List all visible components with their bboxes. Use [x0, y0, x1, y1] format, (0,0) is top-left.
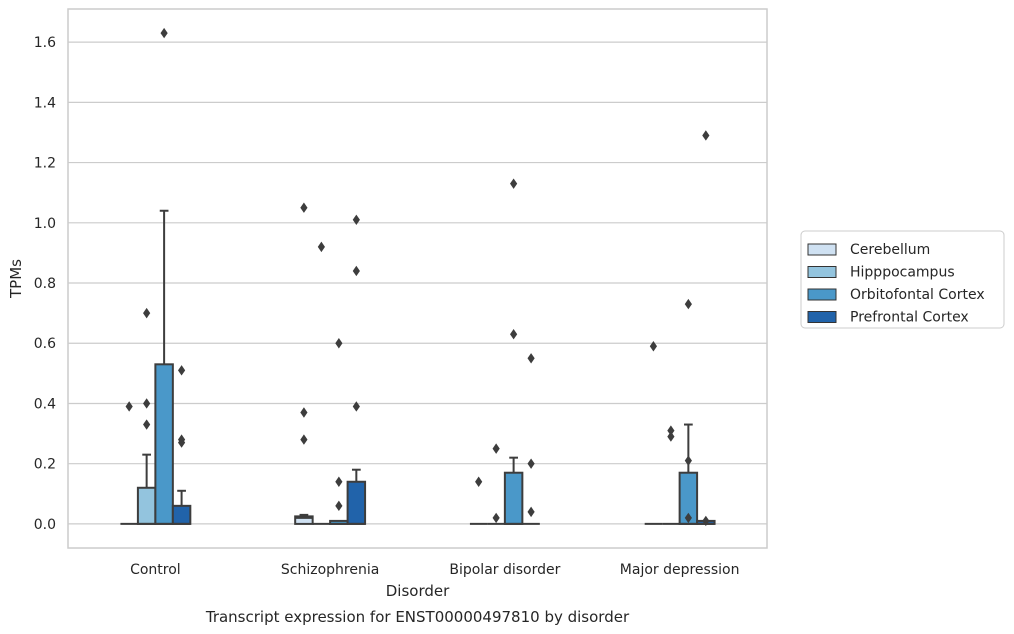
legend-swatch	[807, 311, 837, 323]
legend-frame	[800, 230, 1005, 329]
outlier-point	[143, 307, 151, 319]
legend-item: Orbitofontal Cortex	[807, 287, 985, 303]
box-hipppocampus-2	[487, 443, 505, 525]
box-prefrontal-cortex-3	[696, 130, 716, 527]
y-tick-label: 0.6	[34, 336, 56, 352]
outlier-point	[702, 130, 710, 141]
box-rect	[171, 504, 192, 525]
outlier-point	[352, 401, 360, 412]
legend-item: Prefrontal Cortex	[807, 310, 969, 326]
outlier-point	[143, 398, 151, 409]
box-orbitofontal-cortex-0	[154, 27, 174, 525]
outlier-point	[684, 512, 692, 524]
legend-item: Hipppocampus	[807, 265, 955, 281]
outlier-point	[125, 401, 133, 412]
outlier-point	[702, 515, 710, 527]
outlier-point	[475, 476, 483, 487]
box-rect	[154, 363, 174, 525]
y-tick-labels: 0.0 0.2 0.4 0.6 0.8 1.0 1.2 1.4 1.6	[34, 35, 56, 533]
outlier-point	[492, 512, 500, 524]
y-tick-label: 1.4	[34, 95, 56, 111]
outlier-point	[335, 476, 343, 487]
box-hipppocampus-0	[136, 307, 157, 525]
outlier-point	[352, 214, 360, 225]
box-hipppocampus-1	[312, 241, 331, 525]
outlier-point	[177, 365, 186, 376]
box-orbitofontal-cortex-2	[503, 178, 524, 525]
outlier-point	[527, 353, 535, 364]
outlier-point	[352, 265, 360, 277]
legend-swatch	[807, 266, 837, 278]
box-orbitofontal-cortex-1	[329, 338, 349, 525]
x-tick-label: Control	[130, 562, 181, 578]
chart-caption: Transcript expression for ENST0000049781…	[205, 608, 630, 626]
box-prefrontal-cortex-2	[522, 353, 540, 525]
outlier-point	[300, 407, 308, 418]
outlier-point	[667, 425, 675, 436]
box-prefrontal-cortex-0	[171, 365, 192, 525]
outlier-point	[684, 298, 692, 310]
outlier-point	[649, 341, 658, 352]
box-orbitofontal-cortex-3	[678, 298, 699, 525]
legend-swatch	[807, 243, 837, 256]
legend-label: Cerebellum	[850, 242, 930, 258]
box-hipppocampus-3	[662, 425, 680, 525]
y-tick-label: 0.8	[34, 276, 56, 292]
y-axis-label: TPMs	[7, 259, 25, 299]
box-rect	[294, 515, 314, 525]
y-tick-label: 1.2	[34, 156, 56, 172]
plot-frame	[67, 8, 768, 549]
outlier-point	[527, 458, 535, 469]
box-cerebellum-3	[644, 341, 663, 525]
outlier-point	[492, 443, 500, 454]
box-rect	[503, 471, 524, 525]
grid-lines	[68, 41, 767, 525]
x-axis-label: Disorder	[386, 582, 450, 600]
legend-item: Cerebellum	[807, 242, 930, 258]
outlier-point	[527, 506, 535, 518]
legend-label: Orbitofontal Cortex	[850, 287, 985, 303]
outlier-point	[143, 419, 151, 430]
box-plots	[120, 27, 716, 527]
outlier-point	[177, 437, 186, 448]
box-cerebellum-2	[469, 476, 488, 525]
outlier-point	[684, 455, 692, 466]
outlier-point	[335, 500, 343, 512]
y-tick-label: 0.2	[34, 457, 56, 473]
outlier-point	[317, 241, 325, 253]
y-tick-label: 1.6	[34, 35, 56, 51]
box-prefrontal-cortex-1	[346, 214, 367, 525]
outlier-point	[300, 202, 308, 213]
outlier-point	[510, 329, 518, 340]
outlier-point	[300, 434, 308, 445]
y-tick-label: 1.0	[34, 216, 56, 232]
box-rect	[136, 486, 157, 525]
legend-swatch	[807, 288, 837, 301]
x-tick-label: Schizophrenia	[281, 562, 379, 578]
box-cerebellum-1	[294, 202, 314, 525]
outlier-point	[335, 338, 343, 349]
box-cerebellum-0	[120, 401, 138, 525]
outlier-point	[667, 431, 675, 442]
legend: Cerebellum Hipppocampus Orbitofontal Corte…	[800, 230, 1005, 329]
x-tick-label: Bipolar disorder	[449, 562, 560, 578]
legend-label: Hipppocampus	[850, 265, 955, 281]
legend-label: Prefrontal Cortex	[850, 310, 969, 326]
x-tick-label: Major depression	[620, 562, 740, 578]
y-tick-label: 0.4	[34, 396, 56, 412]
outlier-point	[160, 27, 168, 39]
outlier-point	[510, 178, 518, 189]
y-tick-label: 0.0	[34, 517, 56, 533]
box-rect	[346, 480, 367, 525]
x-tick-labels: Control Schizophrenia Bipolar disorder Majo…	[130, 562, 739, 578]
